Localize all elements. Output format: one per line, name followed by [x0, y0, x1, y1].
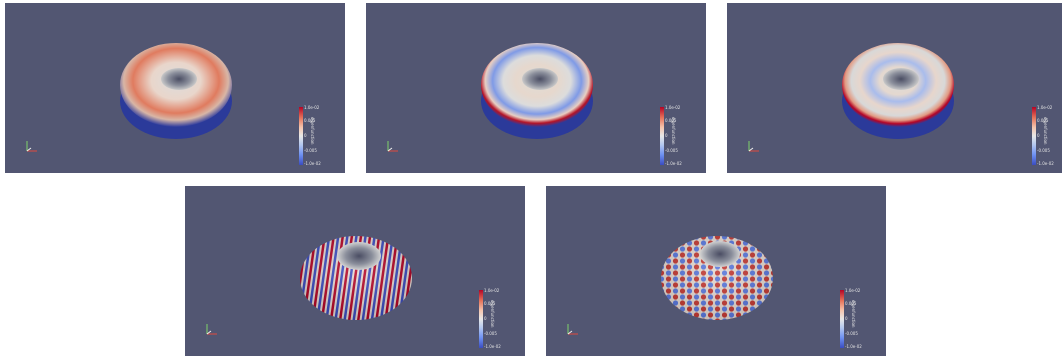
colorbar-tick: 0.005	[665, 118, 677, 123]
colorbar-tick: 1.0e-02	[1037, 105, 1053, 110]
colorbar-tick: 1.0e-02	[845, 288, 861, 293]
render-view-1[interactable]: 1.0e-02 0.005 0 -0.005 -1.0e-02 eigenfun…	[5, 3, 345, 173]
colorbar-gradient	[1032, 107, 1036, 165]
colorbar-gradient	[479, 290, 483, 348]
colorbar-tick: 0.005	[304, 118, 316, 123]
colorbar-tick: 0.005	[1037, 118, 1049, 123]
colorbar-tick: 0	[1037, 133, 1040, 138]
render-view-3[interactable]: 1.0e-02 0.005 0 -0.005 -1.0e-02 eigenfun…	[727, 3, 1062, 173]
colorbar-legend: 1.0e-02 0.005 0 -0.005 -1.0e-02 eigenfun…	[660, 105, 684, 167]
colorbar-legend: 1.0e-02 0.005 0 -0.005 -1.0e-02 eigenfun…	[1032, 105, 1056, 167]
render-view-2[interactable]: 1.0e-02 0.005 0 -0.005 -1.0e-02 eigenfun…	[366, 3, 706, 173]
colorbar-tick: -0.005	[484, 331, 497, 336]
orientation-axes-icon	[26, 141, 37, 152]
colorbar-tick: 0	[665, 133, 668, 138]
orientation-axes-icon	[206, 324, 217, 335]
colorbar-gradient	[660, 107, 664, 165]
colorbar-tick: 1.0e-02	[665, 105, 681, 110]
colorbar-title: eigenfunction	[310, 117, 315, 145]
colorbar-title: eigenfunction	[671, 117, 676, 145]
colorbar-legend: 1.0e-02 0.005 0 -0.005 -1.0e-02 eigenfun…	[479, 288, 503, 350]
orientation-axes-icon	[748, 141, 759, 152]
torus-render-4	[300, 236, 412, 320]
colorbar-tick: -0.005	[665, 148, 678, 153]
torus-render-2	[481, 43, 593, 139]
colorbar-tick: -1.0e-02	[304, 161, 321, 166]
colorbar-tick: 1.0e-02	[304, 105, 320, 110]
colorbar-gradient	[299, 107, 303, 165]
colorbar-legend: 1.0e-02 0.005 0 -0.005 -1.0e-02 eigenfun…	[840, 288, 864, 350]
colorbar-tick: -1.0e-02	[665, 161, 682, 166]
colorbar-tick: 0.005	[484, 301, 496, 306]
colorbar-title: eigenfunction	[490, 300, 495, 328]
colorbar-tick: -0.005	[304, 148, 317, 153]
render-view-5[interactable]: 1.0e-02 0.005 0 -0.005 -1.0e-02 eigenfun…	[546, 186, 886, 356]
colorbar-legend: 1.0e-02 0.005 0 -0.005 -1.0e-02 eigenfun…	[299, 105, 323, 167]
colorbar-tick: 0.005	[845, 301, 857, 306]
colorbar-tick: -0.005	[1037, 148, 1050, 153]
torus-render-3	[842, 43, 954, 139]
colorbar-tick: 0	[304, 133, 307, 138]
colorbar-tick: -1.0e-02	[845, 344, 862, 349]
colorbar-gradient	[840, 290, 844, 348]
colorbar-tick: -0.005	[845, 331, 858, 336]
colorbar-title: eigenfunction	[1043, 117, 1048, 145]
colorbar-tick: 1.0e-02	[484, 288, 500, 293]
orientation-axes-icon	[567, 324, 578, 335]
colorbar-tick: -1.0e-02	[484, 344, 501, 349]
render-view-4[interactable]: 1.0e-02 0.005 0 -0.005 -1.0e-02 eigenfun…	[185, 186, 525, 356]
torus-render-1	[120, 43, 232, 139]
torus-render-5	[661, 236, 773, 320]
colorbar-title: eigenfunction	[851, 300, 856, 328]
colorbar-tick: 0	[845, 316, 848, 321]
colorbar-tick: 0	[484, 316, 487, 321]
colorbar-tick: -1.0e-02	[1037, 161, 1054, 166]
orientation-axes-icon	[387, 141, 398, 152]
